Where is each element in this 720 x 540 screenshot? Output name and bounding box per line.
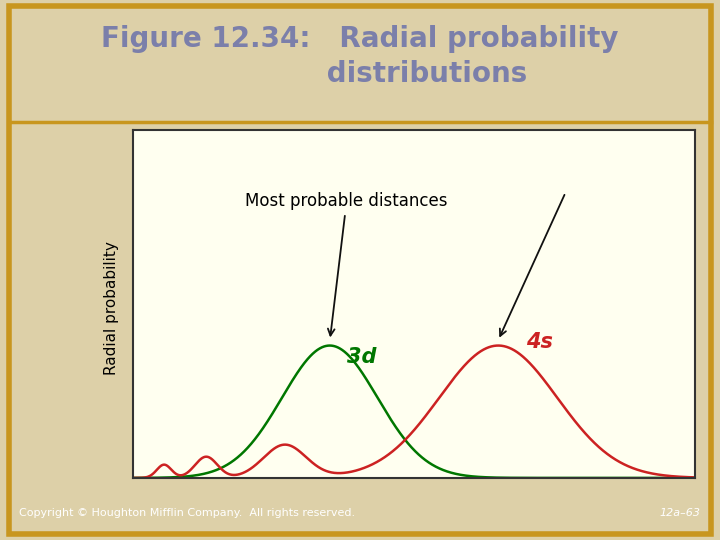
Text: 12a–63: 12a–63 xyxy=(660,508,701,518)
Text: Distance from the nucleus: Distance from the nucleus xyxy=(296,463,534,482)
Text: 4s: 4s xyxy=(526,332,553,352)
Text: Figure 12.34:   Radial probability
              distributions: Figure 12.34: Radial probability distrib… xyxy=(102,25,618,88)
Text: Copyright © Houghton Mifflin Company.  All rights reserved.: Copyright © Houghton Mifflin Company. Al… xyxy=(19,508,355,518)
Text: 3d: 3d xyxy=(347,347,377,367)
Text: Most probable distances: Most probable distances xyxy=(246,192,448,335)
Text: Radial probability: Radial probability xyxy=(104,241,119,375)
